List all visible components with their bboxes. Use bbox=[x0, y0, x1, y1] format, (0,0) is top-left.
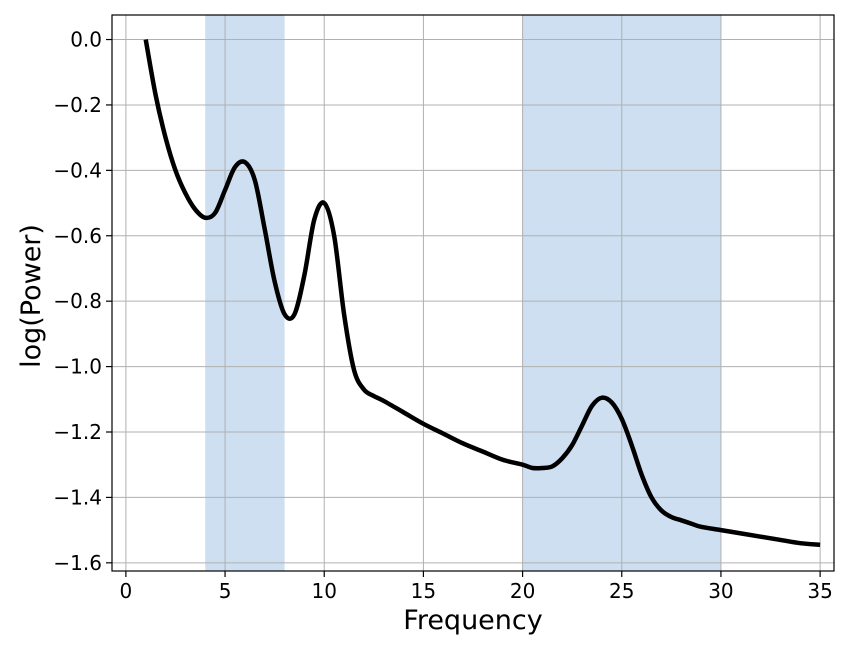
y-tick-label-8: −1.6 bbox=[53, 551, 102, 575]
x-tick-label-4: 20 bbox=[510, 579, 535, 603]
y-axis-label: log(Power) bbox=[16, 224, 47, 368]
x-axis-label: Frequency bbox=[403, 605, 543, 636]
y-tick-label-1: −0.2 bbox=[53, 93, 102, 117]
x-tick-label-0: 0 bbox=[120, 579, 133, 603]
x-tick-label-3: 15 bbox=[411, 579, 436, 603]
y-tick-label-3: −0.6 bbox=[53, 224, 102, 248]
shaded-band-0 bbox=[205, 15, 285, 571]
y-tick-label-5: −1.0 bbox=[53, 355, 102, 379]
x-tick-label-7: 35 bbox=[807, 579, 832, 603]
x-tick-label-5: 25 bbox=[609, 579, 634, 603]
x-tick-label-2: 10 bbox=[312, 579, 337, 603]
y-tick-label-4: −0.8 bbox=[53, 289, 102, 313]
y-tick-label-6: −1.2 bbox=[53, 420, 102, 444]
y-axis-ticks: 0.0 −0.2 −0.4 −0.6 −0.8 −1.0 −1.2 −1.4 −1.6 bbox=[53, 28, 112, 575]
series-group bbox=[143, 39, 821, 548]
y-tick-label-7: −1.4 bbox=[53, 485, 102, 509]
grid bbox=[112, 15, 834, 571]
x-tick-label-1: 5 bbox=[219, 579, 232, 603]
series-line-0 bbox=[143, 39, 821, 548]
y-tick-label-2: −0.4 bbox=[53, 158, 102, 182]
y-tick-label-0: 0.0 bbox=[70, 28, 102, 52]
x-tick-label-6: 30 bbox=[708, 579, 733, 603]
x-axis-ticks: 0 5 10 15 20 25 30 35 bbox=[120, 571, 833, 603]
plot-frame bbox=[111, 14, 835, 572]
